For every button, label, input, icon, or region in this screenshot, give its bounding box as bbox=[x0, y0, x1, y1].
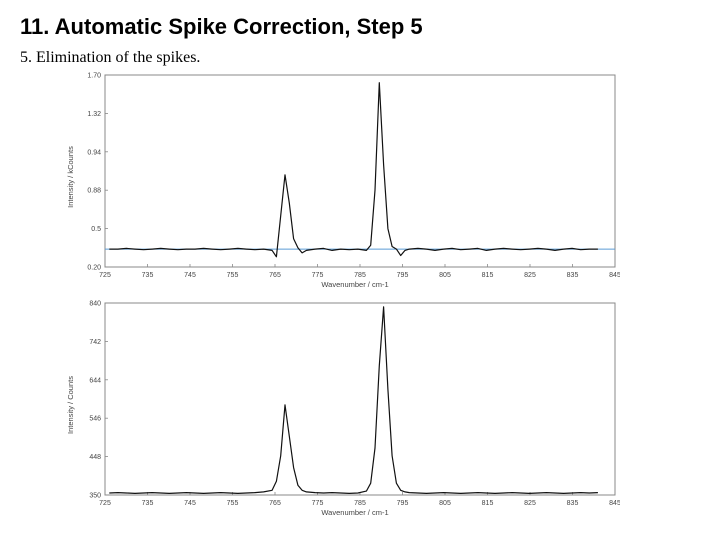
spike-correction-charts: 725 735 745 755 765 775 785 795 805 815 825 835 845 0… bbox=[66, 73, 620, 518]
plot-frame-0 bbox=[104, 74, 616, 268]
x-tick-label: 735 bbox=[142, 272, 154, 279]
y-tick-label: 546 bbox=[89, 416, 101, 423]
x-tick-label: 745 bbox=[184, 500, 196, 507]
page-title: 11. Automatic Spike Correction, Step 5 bbox=[20, 14, 423, 39]
y-tick-label: 0.5 bbox=[91, 226, 101, 233]
x-tick-label: 845 bbox=[609, 500, 620, 507]
x-axis-label: Wavenumber / cm-1 bbox=[321, 508, 388, 517]
x-tick-label: 795 bbox=[397, 500, 409, 507]
y-tick-label: 0.20 bbox=[87, 265, 101, 272]
x-axis-label: Wavenumber / cm-1 bbox=[321, 280, 388, 289]
x-tick-label: 835 bbox=[567, 500, 579, 507]
y-axis-label: Intensity / kCounts bbox=[66, 146, 75, 208]
x-tick-label: 745 bbox=[184, 272, 196, 279]
plot-frame-1 bbox=[104, 302, 616, 496]
y-tick-label: 1.70 bbox=[87, 73, 101, 80]
y-tick-label: 448 bbox=[89, 454, 101, 461]
x-tick-label: 755 bbox=[227, 500, 239, 507]
x-tick-label: 795 bbox=[397, 272, 409, 279]
x-tick-label: 735 bbox=[142, 500, 154, 507]
page-subtitle: 5. Elimination of the spikes. bbox=[20, 49, 201, 66]
y-tick-label: 644 bbox=[89, 377, 101, 384]
x-tick-label: 785 bbox=[354, 500, 366, 507]
x-tick-label: 775 bbox=[312, 272, 324, 279]
series-line-1-0 bbox=[109, 306, 598, 494]
x-tick-label: 815 bbox=[482, 500, 494, 507]
x-tick-label: 765 bbox=[269, 500, 281, 507]
x-tick-label: 845 bbox=[609, 272, 620, 279]
y-tick-label: 0.88 bbox=[87, 188, 101, 195]
x-tick-label: 825 bbox=[524, 272, 536, 279]
y-tick-label: 0.94 bbox=[87, 149, 101, 156]
y-tick-label: 1.32 bbox=[87, 111, 101, 118]
x-tick-label: 825 bbox=[524, 500, 536, 507]
x-tick-label: 725 bbox=[99, 272, 111, 279]
x-tick-label: 725 bbox=[99, 500, 111, 507]
x-tick-label: 835 bbox=[567, 272, 579, 279]
x-tick-label: 775 bbox=[312, 500, 324, 507]
series-line-0-0 bbox=[109, 82, 598, 258]
x-tick-label: 815 bbox=[482, 272, 494, 279]
y-axis-label: Intensity / Counts bbox=[66, 376, 75, 434]
x-tick-label: 805 bbox=[439, 500, 451, 507]
x-tick-label: 785 bbox=[354, 272, 366, 279]
y-tick-label: 742 bbox=[89, 339, 101, 346]
y-tick-label: 840 bbox=[89, 301, 101, 308]
y-tick-label: 350 bbox=[89, 493, 101, 500]
x-tick-label: 765 bbox=[269, 272, 281, 279]
x-tick-label: 755 bbox=[227, 272, 239, 279]
x-tick-label: 805 bbox=[439, 272, 451, 279]
